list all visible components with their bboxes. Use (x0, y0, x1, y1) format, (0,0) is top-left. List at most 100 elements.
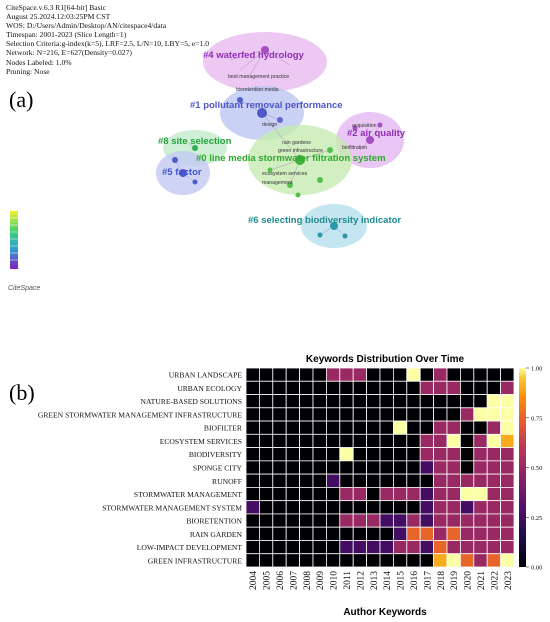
heatmap-cell (406, 394, 421, 409)
heatmap-cell (392, 526, 408, 541)
heatmap-cell (325, 447, 341, 462)
heatmap-cell (325, 407, 341, 422)
heatmap-cell (339, 500, 354, 515)
x-tick-label: 2005 (263, 571, 273, 590)
heatmap-cell (339, 367, 354, 382)
heatmap-cell (419, 367, 435, 382)
heatmap-cell (486, 407, 502, 422)
heatmap-cell (258, 447, 274, 462)
colorbar-tick-label: 0.75 (531, 415, 542, 422)
info-line: Timespan: 2001-2023 (Slice Length=1) (6, 30, 127, 40)
heatmap-cell (500, 420, 515, 435)
heatmap-cell (366, 394, 381, 409)
node-label: rain gardens (282, 140, 311, 146)
heatmap-cell (446, 526, 461, 541)
heatmap-cell (258, 486, 274, 502)
heatmap-cell (325, 433, 341, 449)
heatmap-cell (500, 433, 515, 449)
heatmap-cell (406, 486, 421, 502)
heatmap-cell (245, 380, 260, 395)
heatmap-cell (473, 473, 488, 488)
y-tick-label: BIORETENTION (186, 517, 242, 526)
heatmap-cell (446, 500, 461, 515)
heatmap-cell (366, 460, 381, 475)
heatmap-cell (285, 526, 301, 541)
x-tick-label: 2020 (464, 571, 474, 590)
heatmap-cell (285, 367, 301, 382)
heatmap-cell (486, 553, 502, 568)
heatmap-cell (272, 460, 287, 475)
heatmap-cell (446, 473, 461, 488)
heatmap-cell (312, 394, 327, 409)
heatmap-cell (406, 420, 421, 435)
heatmap-cell (406, 553, 421, 568)
heatmap-cell (258, 367, 274, 382)
heatmap-cell (446, 540, 461, 555)
cluster-label-6: #6 selecting biodiversity indicator (248, 215, 401, 226)
heatmap-cell (339, 486, 354, 502)
heatmap-cell (379, 420, 394, 435)
heatmap-cell (392, 394, 408, 409)
heatmap-cell (272, 380, 287, 395)
heatmap-cell (245, 394, 260, 409)
heatmap-cell (433, 394, 448, 409)
heatmap-cell (285, 433, 301, 449)
heatmap-cell (366, 473, 381, 488)
heatmap-cell (486, 540, 502, 555)
heatmap-cell (486, 394, 502, 409)
x-tick-label: 2007 (289, 571, 299, 590)
heatmap-cell (272, 526, 287, 541)
heatmap-cell (379, 526, 394, 541)
heatmap-cell (245, 553, 260, 568)
heatmap-cell (312, 500, 327, 515)
x-tick-label: 2019 (450, 571, 460, 590)
heatmap-cell (459, 526, 475, 541)
heatmap-cell (433, 447, 448, 462)
heatmap-cell (433, 540, 448, 555)
y-tick-label: GREEN STORMWATER MANAGEMENT INFRASTRUCTU… (38, 410, 242, 419)
heatmap-cell (272, 420, 287, 435)
heatmap-cell (486, 460, 502, 475)
heatmap-cell (299, 513, 314, 528)
heatmap-cell (406, 526, 421, 541)
heatmap-cell (245, 526, 260, 541)
heatmap-cell (352, 553, 368, 568)
heatmap-cell (419, 526, 435, 541)
heatmap-cell (486, 500, 502, 515)
chart-title: Keywords Distribution Over Time (306, 354, 465, 365)
y-tick-label: RAIN GARDEN (190, 530, 243, 539)
node-label: design (262, 122, 277, 128)
heatmap-cell (325, 526, 341, 541)
colorbar-tick-label: 0.25 (531, 515, 542, 522)
heatmap-cell (486, 447, 502, 462)
heatmap-cell (419, 433, 435, 449)
heatmap-cell (392, 367, 408, 382)
heatmap-cell (352, 394, 368, 409)
heatmap-cell (325, 380, 341, 395)
x-tick-label: 2014 (383, 571, 393, 590)
citespace-logo: CiteSpace (8, 285, 41, 292)
heatmap-cell (406, 380, 421, 395)
heatmap-cell (339, 433, 354, 449)
node-label: green infrastructure (278, 148, 323, 154)
x-tick-label: 2021 (477, 571, 487, 590)
x-tick-label: 2013 (370, 571, 380, 590)
heatmap-cell (459, 460, 475, 475)
heatmap-cell (272, 486, 287, 502)
heatmap-cell (419, 447, 435, 462)
heatmap-cell (379, 447, 394, 462)
heatmap-cell (433, 407, 448, 422)
heatmap-cell (459, 447, 475, 462)
heatmap-cell (459, 486, 475, 502)
heatmap-cell (379, 460, 394, 475)
heatmap-cell (379, 486, 394, 502)
heatmap-cell (299, 447, 314, 462)
heatmap-cell (339, 526, 354, 541)
x-tick-label: 2022 (490, 571, 500, 590)
heatmap-cell (325, 473, 341, 488)
heatmap-cell (258, 407, 274, 422)
heatmap-cell (486, 367, 502, 382)
heatmap-cell (272, 513, 287, 528)
info-line: Pruning: Nose (6, 66, 50, 76)
heatmap-cell (285, 420, 301, 435)
